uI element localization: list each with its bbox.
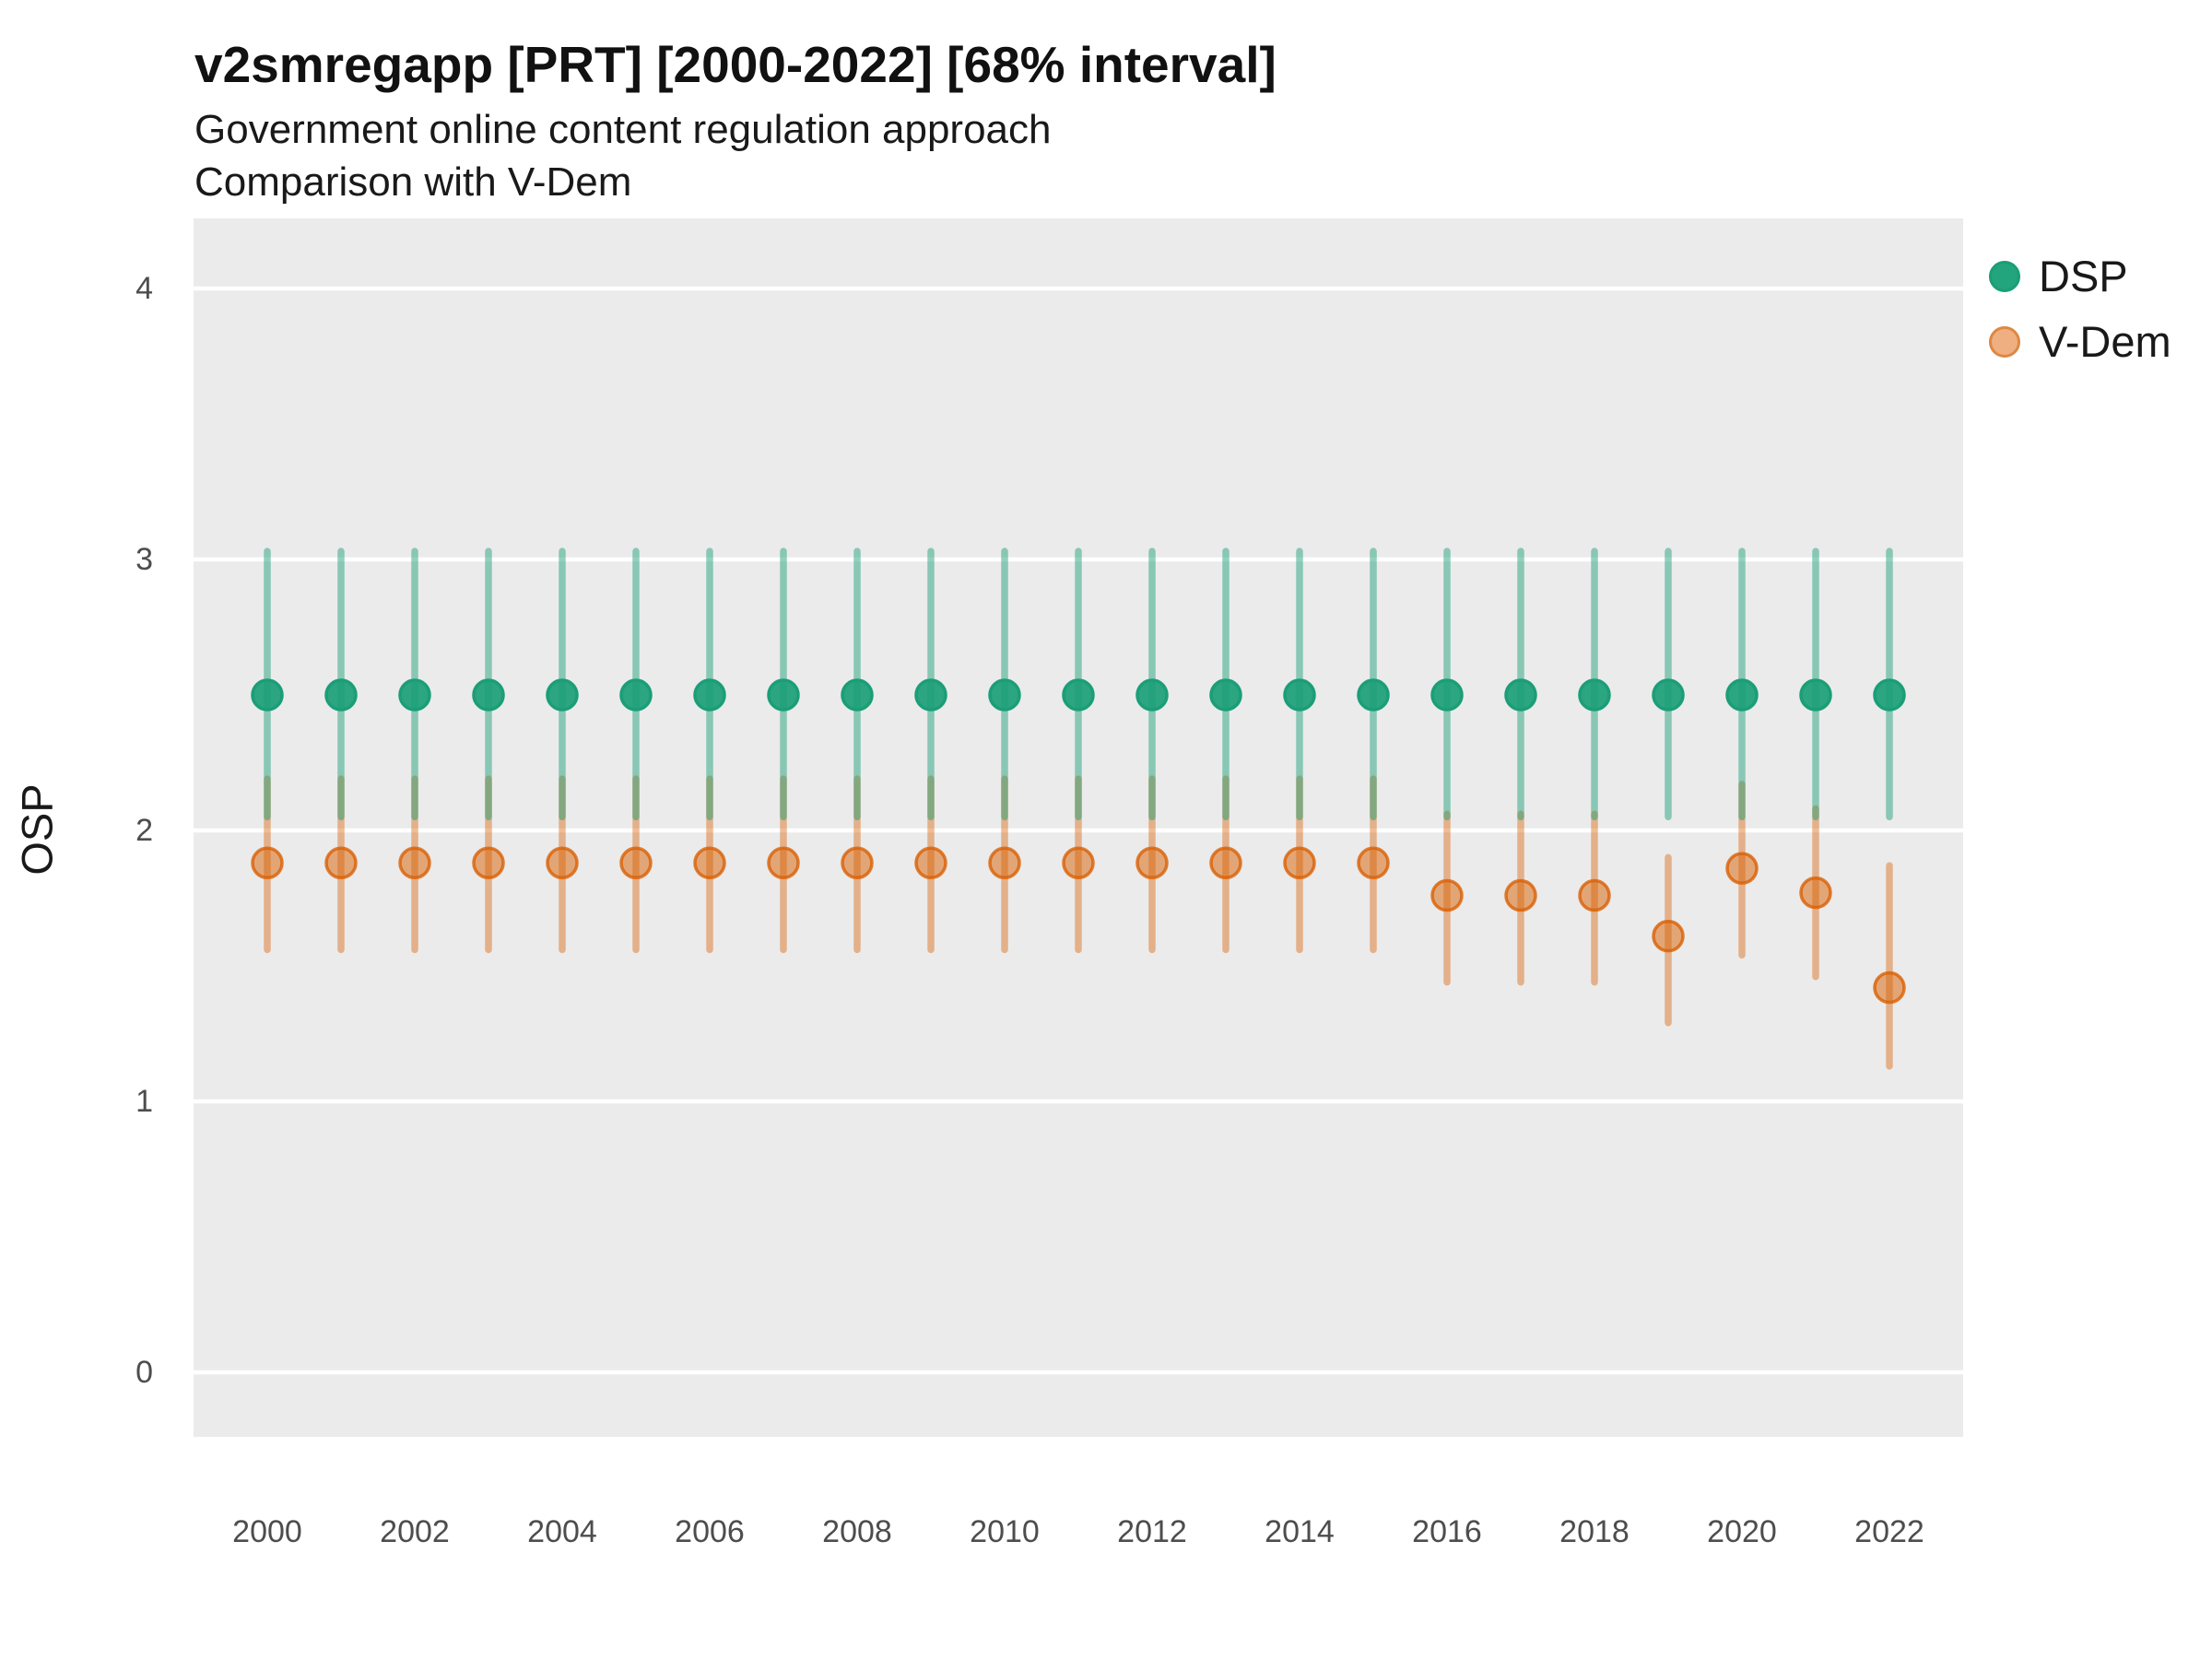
legend-item-dsp: DSP [1989, 251, 2171, 301]
point-v-dem-2002 [398, 846, 431, 880]
plot-panel-background [194, 218, 1963, 1437]
x-tick-label-2010: 2010 [970, 1514, 1040, 1549]
point-dsp-2001 [324, 678, 358, 712]
point-dsp-2019 [1652, 678, 1685, 712]
point-v-dem-2004 [546, 846, 579, 880]
chart-subtitle-line1: Government online content regulation app… [194, 107, 1052, 152]
point-v-dem-2021 [1799, 876, 1832, 910]
point-dsp-2012 [1135, 678, 1169, 712]
x-tick-label-2014: 2014 [1265, 1514, 1335, 1549]
x-tick-label-2018: 2018 [1559, 1514, 1630, 1549]
point-v-dem-2015 [1357, 846, 1390, 880]
point-v-dem-2007 [767, 846, 800, 880]
point-v-dem-2010 [988, 846, 1021, 880]
point-dsp-2017 [1504, 678, 1537, 712]
point-v-dem-2003 [472, 846, 505, 880]
y-tick-label-4: 4 [135, 271, 153, 306]
point-dsp-2013 [1209, 678, 1242, 712]
point-v-dem-2012 [1135, 846, 1169, 880]
point-dsp-2010 [988, 678, 1021, 712]
point-v-dem-2000 [251, 846, 284, 880]
x-tick-label-2004: 2004 [527, 1514, 597, 1549]
point-dsp-2020 [1725, 678, 1759, 712]
point-dsp-2002 [398, 678, 431, 712]
point-v-dem-2020 [1725, 852, 1759, 885]
chart-title: v2smregapp [PRT] [2000-2022] [68% interv… [194, 36, 1277, 93]
legend-label-dsp: DSP [2039, 252, 2128, 300]
point-dsp-2021 [1799, 678, 1832, 712]
point-dsp-2006 [693, 678, 726, 712]
point-dsp-2000 [251, 678, 284, 712]
point-v-dem-2008 [841, 846, 874, 880]
y-tick-label-2: 2 [135, 813, 153, 848]
legend-item-vdem: V-Dem [1989, 316, 2171, 367]
point-v-dem-2018 [1578, 878, 1611, 912]
point-dsp-2005 [619, 678, 653, 712]
legend-label-vdem: V-Dem [2039, 317, 2171, 366]
point-dsp-2004 [546, 678, 579, 712]
x-tick-label-2008: 2008 [822, 1514, 892, 1549]
point-dsp-2011 [1062, 678, 1095, 712]
point-v-dem-2016 [1430, 878, 1464, 912]
x-tick-label-2016: 2016 [1412, 1514, 1482, 1549]
legend-marker-dsp-icon [1989, 260, 2020, 292]
point-v-dem-2009 [914, 846, 947, 880]
point-v-dem-2017 [1504, 878, 1537, 912]
point-v-dem-2011 [1062, 846, 1095, 880]
point-dsp-2018 [1578, 678, 1611, 712]
x-tick-label-2012: 2012 [1117, 1514, 1187, 1549]
x-tick-label-2022: 2022 [1854, 1514, 1924, 1549]
x-tick-label-2000: 2000 [232, 1514, 302, 1549]
y-tick-label-0: 0 [135, 1355, 153, 1390]
x-tick-label-2006: 2006 [675, 1514, 745, 1549]
point-v-dem-2001 [324, 846, 358, 880]
y-tick-label-1: 1 [135, 1084, 153, 1119]
point-dsp-2014 [1283, 678, 1316, 712]
legend: DSP V-Dem [1989, 251, 2171, 367]
point-dsp-2022 [1873, 678, 1906, 712]
point-dsp-2007 [767, 678, 800, 712]
chart-subtitle-line2: Comparison with V-Dem [194, 159, 632, 205]
legend-marker-vdem-icon [1989, 325, 2020, 358]
point-dsp-2009 [914, 678, 947, 712]
point-v-dem-2005 [619, 846, 653, 880]
point-dsp-2003 [472, 678, 505, 712]
x-tick-label-2002: 2002 [380, 1514, 450, 1549]
point-v-dem-2022 [1873, 971, 1906, 1005]
point-v-dem-2006 [693, 846, 726, 880]
point-v-dem-2019 [1652, 919, 1685, 953]
point-v-dem-2014 [1283, 846, 1316, 880]
y-tick-label-3: 3 [135, 542, 153, 577]
x-tick-label-2020: 2020 [1707, 1514, 1777, 1549]
point-dsp-2016 [1430, 678, 1464, 712]
point-dsp-2015 [1357, 678, 1390, 712]
point-v-dem-2013 [1209, 846, 1242, 880]
point-dsp-2008 [841, 678, 874, 712]
